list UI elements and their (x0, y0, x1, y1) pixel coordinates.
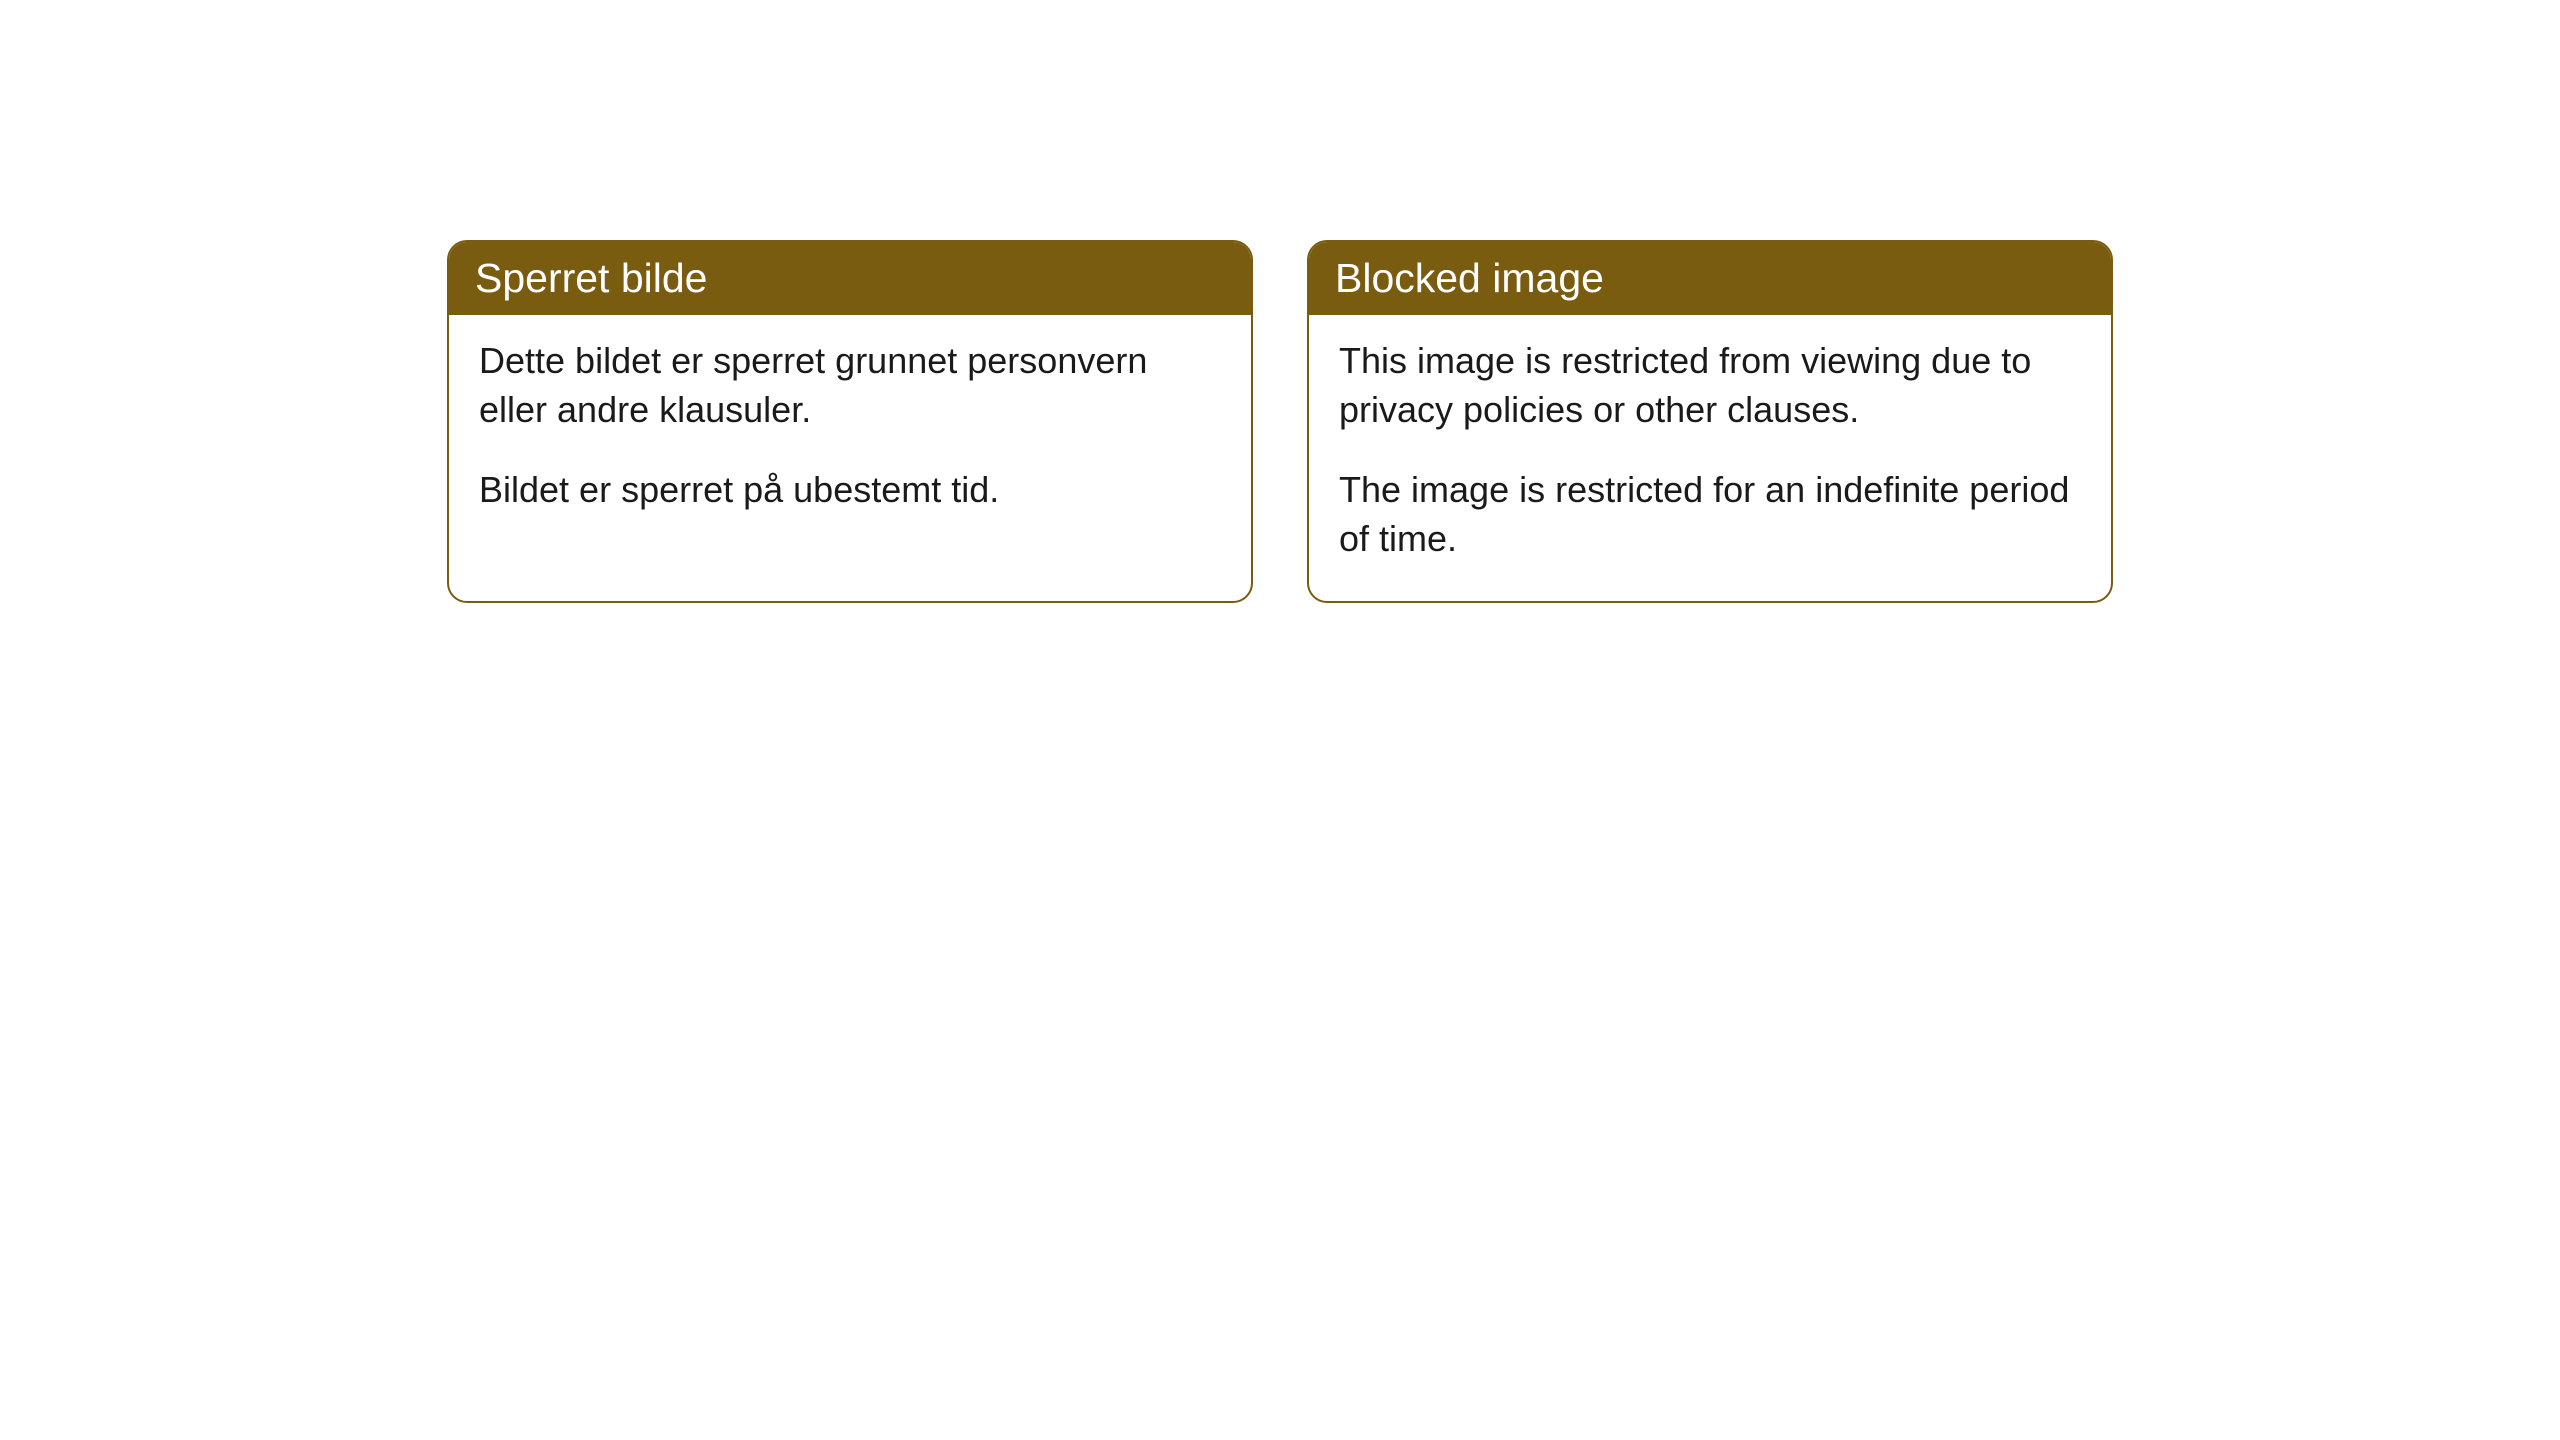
card-header: Blocked image (1309, 242, 2111, 315)
blocked-image-card-norwegian: Sperret bilde Dette bildet er sperret gr… (447, 240, 1253, 603)
card-title: Sperret bilde (475, 255, 707, 301)
notice-cards-container: Sperret bilde Dette bildet er sperret gr… (447, 240, 2113, 603)
card-title: Blocked image (1335, 255, 1604, 301)
blocked-image-card-english: Blocked image This image is restricted f… (1307, 240, 2113, 603)
card-paragraph: Bildet er sperret på ubestemt tid. (479, 466, 1221, 515)
card-paragraph: Dette bildet er sperret grunnet personve… (479, 337, 1221, 434)
card-body: This image is restricted from viewing du… (1309, 315, 2111, 601)
card-body: Dette bildet er sperret grunnet personve… (449, 315, 1251, 553)
card-paragraph: This image is restricted from viewing du… (1339, 337, 2081, 434)
card-paragraph: The image is restricted for an indefinit… (1339, 466, 2081, 563)
card-header: Sperret bilde (449, 242, 1251, 315)
